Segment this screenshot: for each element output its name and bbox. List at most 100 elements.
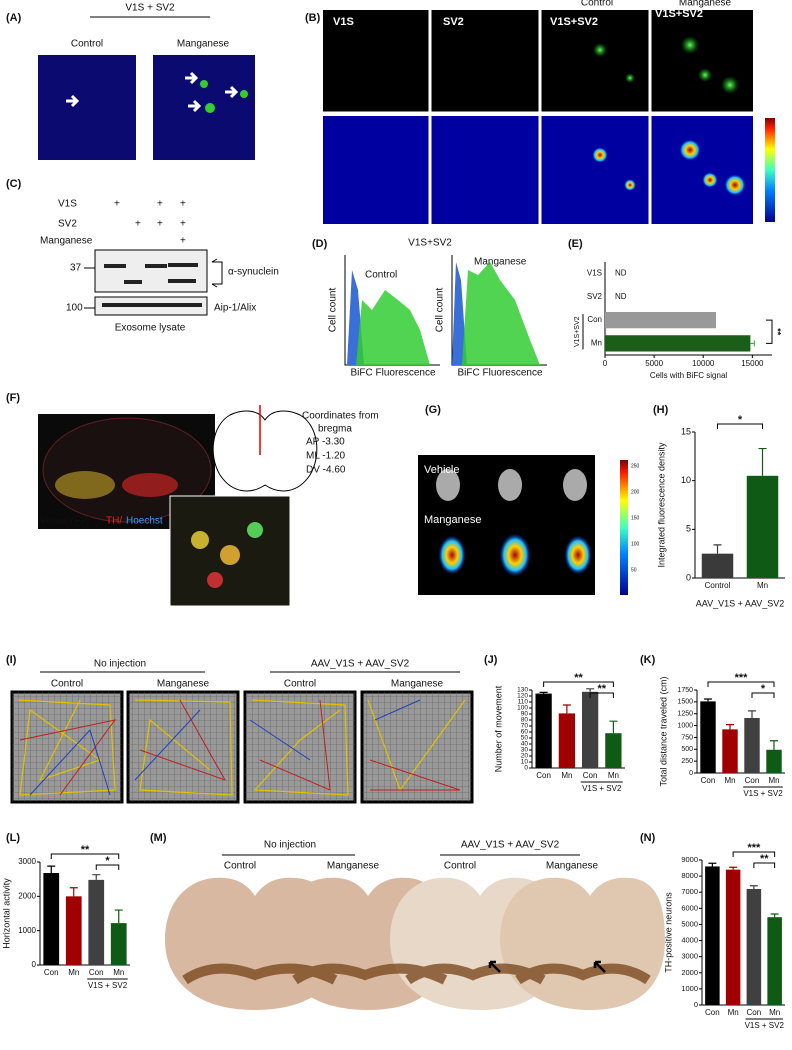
column-label: Manganese bbox=[157, 679, 210, 690]
panel-label: (A) bbox=[6, 12, 22, 24]
panel-label: (F) bbox=[6, 392, 20, 404]
y-tick-label: 5 bbox=[686, 524, 691, 534]
blot bbox=[94, 249, 208, 293]
row-label: Vehicle bbox=[424, 464, 459, 476]
y-tick-label: 15 bbox=[681, 426, 691, 436]
track-maps bbox=[10, 690, 474, 804]
y-tick-label: 6000 bbox=[681, 903, 698, 912]
significance: * bbox=[738, 414, 743, 426]
x-tick-label: 15000 bbox=[741, 359, 764, 368]
x-label: Cells with BiFC signal bbox=[650, 371, 728, 380]
band bbox=[102, 263, 202, 307]
stain: VenusYFP/ bbox=[40, 516, 90, 527]
x-tick-label: Mn bbox=[768, 776, 779, 785]
bar bbox=[701, 553, 734, 578]
panel-label: (D) bbox=[312, 238, 328, 250]
significance-bracket bbox=[543, 681, 614, 687]
x-tick-label: Mn bbox=[68, 968, 79, 977]
hotspot bbox=[724, 174, 746, 196]
error-bar bbox=[749, 885, 758, 889]
y-tick-label: 500 bbox=[681, 746, 693, 753]
divider bbox=[323, 10, 753, 224]
significance-bracket bbox=[753, 862, 776, 868]
error-bar bbox=[713, 544, 722, 554]
y-tick-label: 1000 bbox=[18, 926, 36, 935]
panel-label: (N) bbox=[640, 832, 656, 844]
plot-label: Control bbox=[365, 270, 397, 281]
y-tick-label: 250 bbox=[681, 758, 693, 765]
error-bar bbox=[750, 340, 755, 347]
bar bbox=[605, 335, 751, 352]
x-tick-label: 10000 bbox=[692, 359, 715, 368]
annotation: ND bbox=[615, 269, 627, 278]
header: V1S + SV2 bbox=[125, 3, 175, 14]
cell bbox=[593, 43, 607, 57]
bar bbox=[558, 713, 576, 768]
cell bbox=[721, 76, 739, 94]
significance: * bbox=[105, 855, 110, 867]
histogram bbox=[356, 262, 540, 365]
tile-label: SV2 bbox=[443, 16, 464, 28]
bar bbox=[725, 869, 741, 1005]
y-tick-label: 2000 bbox=[681, 968, 698, 977]
bar bbox=[43, 872, 60, 965]
track bbox=[19, 699, 461, 796]
marker: 37 bbox=[70, 263, 82, 274]
x-tick-label: Con bbox=[745, 776, 760, 785]
sign: + bbox=[180, 219, 186, 230]
sign: + bbox=[157, 219, 163, 230]
panel-label: (C) bbox=[6, 178, 22, 190]
y-tick-label: 40 bbox=[521, 741, 529, 748]
brain-sections bbox=[165, 877, 665, 1010]
significance-bracket bbox=[707, 681, 775, 687]
bar bbox=[767, 917, 782, 1005]
x-label: BiFC Fluorescence bbox=[350, 368, 435, 379]
y-tick-label: 10 bbox=[521, 759, 529, 766]
coords: AP -3.30 bbox=[306, 437, 345, 448]
cell bbox=[698, 68, 712, 82]
coords: bregma bbox=[318, 424, 352, 435]
y-tick-label: 0 bbox=[32, 960, 37, 969]
micrograph bbox=[38, 55, 136, 160]
error-bar bbox=[609, 720, 618, 734]
coords: DV -4.60 bbox=[306, 465, 346, 476]
panel-label: (M) bbox=[150, 832, 167, 844]
significance: ** bbox=[81, 844, 90, 856]
group-label: V1S+SV2 bbox=[574, 316, 581, 347]
bar bbox=[605, 733, 622, 768]
y-tick-label: 100 bbox=[517, 705, 528, 712]
sign: + bbox=[157, 199, 163, 210]
error-bar bbox=[92, 874, 101, 880]
colorbar-label: 150 bbox=[631, 515, 640, 521]
error-bar bbox=[114, 909, 123, 924]
significance-bracket bbox=[50, 853, 120, 859]
error-bar bbox=[562, 704, 571, 714]
significance-bracket bbox=[732, 851, 776, 857]
panel-label: (H) bbox=[653, 404, 669, 416]
error-bar bbox=[586, 688, 595, 692]
column-label: Manganese bbox=[177, 39, 230, 50]
column-label: Manganese bbox=[679, 0, 732, 9]
y-tick-label: 1000 bbox=[677, 722, 693, 729]
bar bbox=[746, 475, 779, 578]
tile-label: V1S+SV2 bbox=[655, 8, 703, 20]
significance: ** bbox=[760, 853, 769, 865]
bar bbox=[746, 889, 762, 1005]
y-tick-label: 80 bbox=[521, 717, 529, 724]
cell bbox=[205, 103, 215, 113]
bar bbox=[744, 717, 760, 773]
substantia-nigra bbox=[182, 963, 651, 985]
stain: TH/ bbox=[106, 516, 122, 527]
y-tick-label: 3000 bbox=[18, 857, 36, 866]
coords: Coordinates from bbox=[302, 411, 379, 422]
group-label: V1S + SV2 bbox=[745, 1021, 785, 1030]
cell bbox=[681, 36, 699, 54]
bar bbox=[700, 701, 716, 773]
y-tick-label: 50 bbox=[521, 735, 529, 742]
caption: Exosome lysate bbox=[115, 323, 186, 334]
bar bbox=[535, 693, 552, 768]
row-label: SV2 bbox=[58, 219, 77, 230]
y-tick-label: 750 bbox=[681, 734, 693, 741]
y-tick-label: 9000 bbox=[681, 855, 698, 864]
